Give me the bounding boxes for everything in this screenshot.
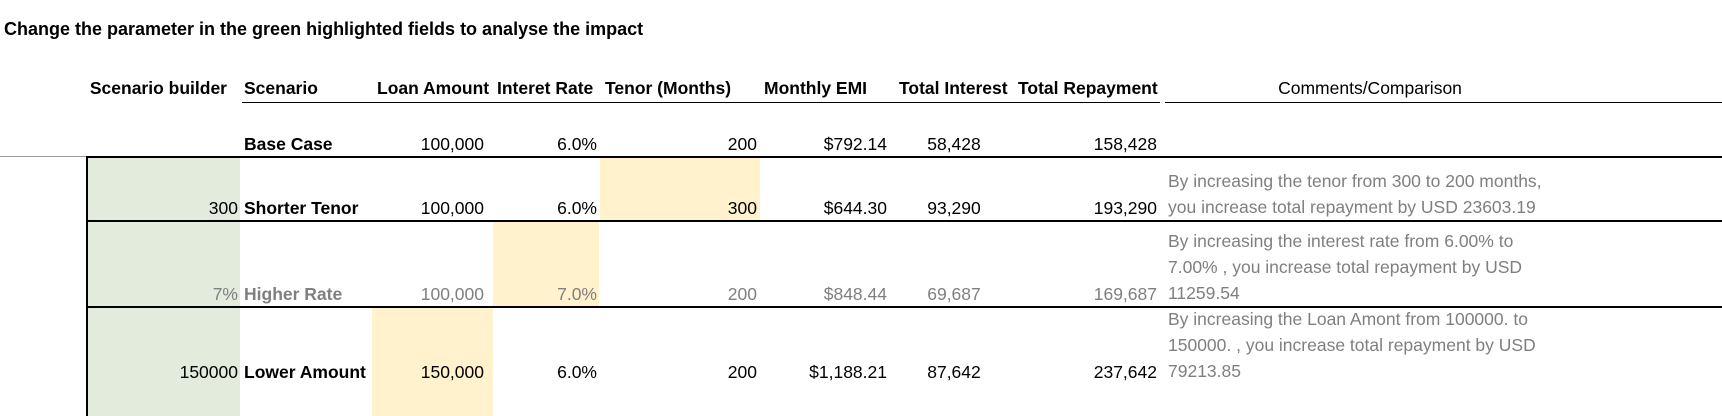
row-tenor-repayment: 193,290 bbox=[1093, 198, 1157, 218]
row-amount-rate: 6.0% bbox=[557, 362, 597, 382]
row-base-rate: 6.0% bbox=[557, 134, 597, 154]
header-total-interest: Total Interest bbox=[899, 78, 1008, 98]
row-amount-comment: By increasing the Loan Amont from 100000… bbox=[1168, 306, 1536, 384]
row-tenor-loan: 100,000 bbox=[420, 198, 484, 218]
row-amount-interest: 87,642 bbox=[927, 362, 981, 382]
row-rate-interest: 69,687 bbox=[927, 284, 981, 304]
header-underline bbox=[242, 102, 1160, 103]
comment-line: 79213.85 bbox=[1168, 361, 1241, 381]
row-divider-left bbox=[0, 156, 88, 157]
loan-input-cell[interactable] bbox=[372, 308, 493, 416]
row-tenor-builder-input[interactable]: 300 bbox=[208, 198, 238, 218]
header-total-repayment: Total Repayment bbox=[1018, 78, 1158, 98]
row-base-emi: $792.14 bbox=[823, 134, 887, 154]
header-scenario-builder: Scenario builder bbox=[89, 78, 227, 98]
row-base-tenor: 200 bbox=[727, 134, 757, 154]
sheet-title: Change the parameter in the green highli… bbox=[4, 19, 644, 39]
row-rate-loan: 100,000 bbox=[420, 284, 484, 304]
row-rate-tenor: 200 bbox=[727, 284, 757, 304]
row-rate-comment: By increasing the interest rate from 6.0… bbox=[1168, 228, 1522, 306]
header-scenario: Scenario bbox=[244, 78, 318, 98]
row-amount-tenor: 200 bbox=[727, 362, 757, 382]
header-interest-rate: Interet Rate bbox=[497, 78, 594, 98]
row-divider-1 bbox=[88, 156, 1722, 158]
row-tenor-tenor: 300 bbox=[727, 198, 757, 218]
header-tenor: Tenor (Months) bbox=[605, 78, 732, 98]
row-divider-2 bbox=[88, 220, 1722, 222]
comment-line: By increasing the Loan Amont from 100000… bbox=[1168, 309, 1528, 329]
row-base-repayment: 158,428 bbox=[1093, 134, 1157, 154]
row-tenor-emi: $644.30 bbox=[823, 198, 887, 218]
row-tenor-rate: 6.0% bbox=[557, 198, 597, 218]
row-rate-emi: $848.44 bbox=[823, 284, 887, 304]
row-rate-scenario: Higher Rate bbox=[244, 284, 343, 304]
row-base-interest: 58,428 bbox=[927, 134, 981, 154]
row-base-loan: 100,000 bbox=[420, 134, 484, 154]
row-tenor-scenario: Shorter Tenor bbox=[244, 198, 359, 218]
rate-input-cell[interactable] bbox=[493, 222, 599, 306]
row-amount-repayment: 237,642 bbox=[1093, 362, 1157, 382]
comment-line: 7.00% , you increase total repayment by … bbox=[1168, 257, 1523, 277]
scenario-builder-input-area[interactable] bbox=[88, 158, 240, 416]
comment-line: 150000. , you increase total repayment b… bbox=[1168, 335, 1536, 355]
comment-line: By increasing the interest rate from 6.0… bbox=[1168, 231, 1514, 251]
comment-line: 11259.54 bbox=[1168, 283, 1240, 303]
header-loan-amount: Loan Amount bbox=[377, 78, 490, 98]
row-divider-3 bbox=[88, 306, 1722, 308]
tenor-input-cell[interactable] bbox=[600, 158, 760, 220]
header-comments: Comments/Comparison bbox=[1278, 78, 1462, 98]
comment-line: you increase total repayment by USD 2360… bbox=[1168, 197, 1536, 217]
row-amount-scenario: Lower Amount bbox=[244, 362, 366, 382]
row-amount-emi: $1,188.21 bbox=[809, 362, 887, 382]
row-tenor-comment: By increasing the tenor from 300 to 200 … bbox=[1168, 168, 1542, 220]
row-rate-builder-input[interactable]: 7% bbox=[212, 284, 238, 304]
row-tenor-interest: 93,290 bbox=[927, 198, 981, 218]
row-amount-loan: 150,000 bbox=[420, 362, 484, 382]
scenario-builder-border bbox=[86, 156, 88, 416]
header-monthly-emi: Monthly EMI bbox=[764, 78, 868, 98]
row-amount-builder-input[interactable]: 150000 bbox=[179, 362, 238, 382]
comment-line: By increasing the tenor from 300 to 200 … bbox=[1168, 171, 1542, 191]
row-rate-rate: 7.0% bbox=[557, 284, 597, 304]
row-rate-repayment: 169,687 bbox=[1093, 284, 1157, 304]
header-underline-comments bbox=[1165, 102, 1722, 103]
row-base-scenario: Base Case bbox=[244, 134, 333, 154]
